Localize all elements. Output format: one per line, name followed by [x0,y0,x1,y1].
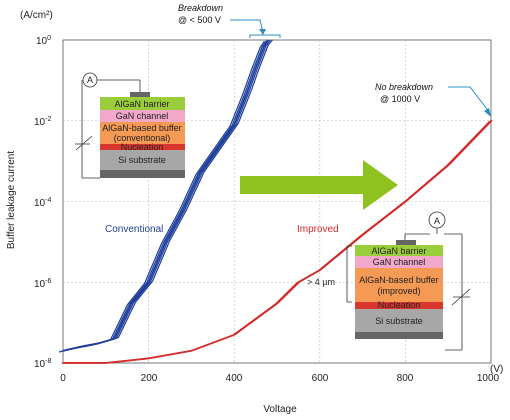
y-axis-title: Buffer leakage current [6,151,17,249]
layer-algan-barrier [100,97,185,110]
thickness-label: > 4 µm [307,277,335,287]
y-tick-labels: 100 10-2 10-4 10-6 10-8 [34,35,51,370]
layer-label: Si substrate [118,155,166,165]
x-tick-label: 600 [312,373,329,384]
no-breakdown-leader [448,86,491,114]
layer-label: AlGaN barrier [114,99,169,109]
ammeter-label: A [434,216,440,226]
contact-pad [130,92,150,97]
substrate-contact [100,170,185,178]
ammeter-label: A [87,75,93,85]
stack-conventional: A AlGaN barrier GaN channel AlGaN-based … [75,72,185,179]
x-tick-label: 200 [141,373,158,384]
breakdown-arrowhead [259,29,266,35]
y-tick-label: 100 [36,35,51,47]
y-tick-label: 10-2 [34,116,51,128]
no-breakdown-arrowhead [484,108,491,117]
no-breakdown-voltage-label: @ 1000 V [380,94,420,104]
no-breakdown-label: No breakdown [375,82,433,92]
breakdown-annotation: Breakdown @ < 500 V [178,3,281,38]
breakdown-leader [230,19,264,33]
breakdown-voltage-label: @ < 500 V [178,15,221,25]
layer-gan-channel [355,256,443,268]
layer-label: GaN channel [373,257,426,267]
no-breakdown-annotation: No breakdown @ 1000 V [375,82,491,117]
x-tick-label: 0 [60,373,66,384]
layer-label: GaN channel [116,111,169,121]
breakdown-bracket [249,34,281,38]
y-unit-label: (A/cm²) [20,10,53,21]
layer-buffer [100,122,185,144]
layer-label: (conventional) [114,133,171,143]
layer-label: AlGaN-based buffer [102,123,181,133]
breakdown-label: Breakdown [178,3,223,13]
x-unit-label: (V) [490,364,503,375]
layer-label: Nucleation [378,300,421,310]
substrate-contact [355,332,443,339]
layer-si-substrate [100,150,185,170]
stack-improved: A AlGaN barrier GaN channel AlGaN-based … [307,211,471,351]
layer-label: Si substrate [375,316,423,326]
contact-pad [396,240,416,245]
series-line-improved [64,119,493,364]
x-axis-title: Voltage [263,404,297,415]
x-tick-label: 400 [226,373,243,384]
x-tick-label: 1000 [477,373,500,384]
series-group [58,39,493,364]
thickness-bracket [346,245,352,303]
y-tick-label: 10-8 [34,358,51,370]
ammeter-icon [82,72,98,88]
series-label-improved: Improved [297,224,339,235]
layer-algan-barrier [355,245,443,256]
layer-label: (improved) [377,286,420,296]
voltage-source-icon [75,135,93,151]
layer-buffer [355,268,443,302]
x-tick-labels: 0 200 400 600 800 1000 [60,373,499,384]
improvement-arrow [240,160,398,210]
layer-nucleation [100,144,185,150]
layer-si-substrate [355,309,443,332]
layer-label: AlGaN barrier [371,246,426,256]
layer-gan-channel [100,110,185,122]
series-label-conventional: Conventional [105,224,163,235]
layer-nucleation [355,302,443,309]
y-tick-label: 10-4 [34,197,51,209]
y-tick-label: 10-6 [34,278,51,290]
series-line-conventional [66,39,273,351]
layer-label: AlGaN-based buffer [359,275,438,285]
x-tick-label: 800 [397,373,414,384]
layer-label: Nucleation [121,142,164,152]
